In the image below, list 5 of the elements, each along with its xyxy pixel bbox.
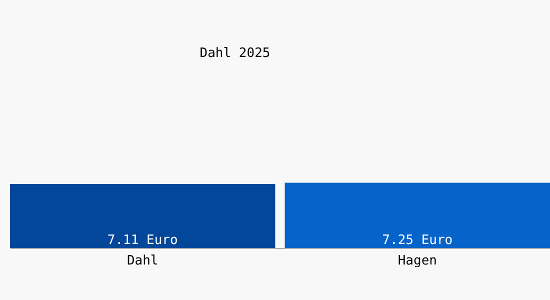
- x-tick-label: Dahl: [126, 254, 158, 268]
- x-tick-label: Hagen: [398, 254, 437, 268]
- chart-title: Dahl 2025: [200, 46, 270, 61]
- data-label: 7.11 Euro: [107, 233, 178, 248]
- data-label: 7.25 Euro: [382, 233, 453, 248]
